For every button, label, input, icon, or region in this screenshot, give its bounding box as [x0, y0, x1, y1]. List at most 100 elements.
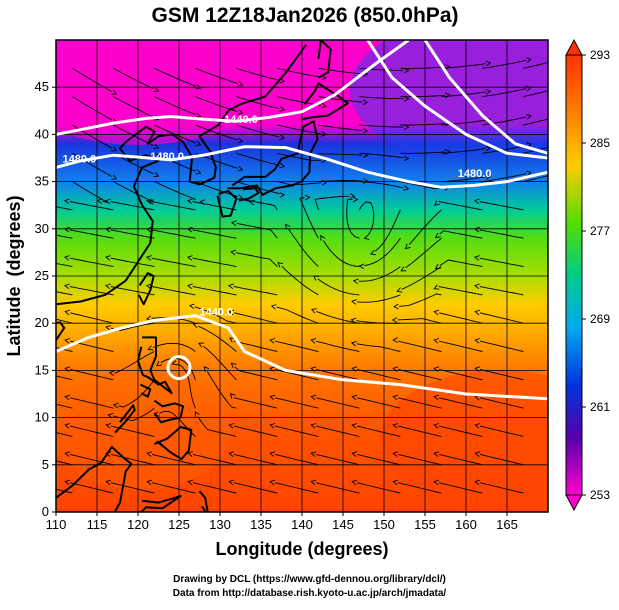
streamline: [110, 229, 155, 239]
streamline: [113, 124, 155, 147]
streamline: [277, 181, 322, 186]
streamline: [192, 482, 237, 494]
streamline: [323, 240, 360, 268]
streamline-arrowhead: [351, 423, 358, 429]
coastlines: [56, 40, 349, 512]
streamline: [151, 286, 196, 296]
streamline-arrowhead: [186, 255, 193, 261]
streamline: [479, 340, 524, 352]
streamline-arrowhead: [187, 451, 194, 457]
y-axis-ticks: 0 5 10 15 20 25 30 35 40 45: [35, 79, 56, 519]
streamline-arrowhead: [147, 345, 154, 351]
streamline: [359, 96, 404, 100]
coast-visayas: [153, 399, 185, 424]
streamline: [315, 340, 360, 352]
streamline-arrowhead: [313, 275, 319, 281]
streamline: [438, 397, 483, 409]
coast-east-asia: [56, 44, 307, 306]
streamline-arrowhead: [229, 393, 236, 399]
streamline: [69, 286, 114, 296]
streamline: [274, 453, 319, 466]
streamline-arrowhead: [63, 198, 70, 205]
streamline: [316, 310, 360, 324]
contour-upper-east-2: [366, 40, 548, 160]
streamline-arrowhead: [104, 283, 111, 290]
x-tick-label: 150: [373, 517, 395, 532]
streamline: [233, 340, 278, 352]
streamline: [397, 368, 442, 381]
warm-pool-west: [56, 370, 230, 490]
streamline: [441, 63, 486, 69]
x-tick-label: 130: [209, 517, 231, 532]
coast-honshu: [227, 120, 319, 196]
streamline-arrowhead: [269, 366, 276, 372]
streamline: [56, 432, 73, 437]
streamline-arrowhead: [349, 193, 356, 199]
streamline-arrowhead: [228, 309, 235, 316]
streamline-arrowhead: [198, 342, 205, 348]
streamline: [359, 201, 375, 236]
streamline-arrowhead: [64, 394, 71, 401]
streamline: [154, 67, 196, 87]
colorbar-tick-label: 253: [590, 488, 610, 502]
streamline-arrowhead: [269, 338, 276, 344]
streamline: [192, 286, 237, 296]
streamline-arrowhead: [104, 255, 111, 261]
streamline: [397, 453, 442, 466]
streamline-arrowhead: [474, 479, 481, 486]
streamline: [192, 229, 237, 239]
y-tick-label: 25: [35, 268, 49, 283]
streamline: [236, 181, 280, 195]
streamline: [113, 181, 155, 203]
streamline-arrowhead: [310, 308, 317, 314]
coast-mindoro: [140, 383, 152, 398]
streamline-arrowhead: [145, 255, 152, 261]
streamline: [356, 482, 401, 494]
streamline: [400, 123, 445, 126]
streamline: [236, 222, 278, 239]
streamline-arrowhead: [229, 337, 235, 343]
streamline: [438, 482, 483, 494]
streamline: [356, 397, 401, 409]
streamline-arrowhead: [352, 196, 359, 203]
streamline-arrowhead: [433, 394, 440, 401]
streamline-arrowhead: [192, 322, 199, 329]
streamline-arrowhead: [171, 360, 178, 366]
streamline-arrowhead: [279, 106, 286, 112]
streamline-arrowhead: [269, 423, 276, 429]
streamline: [233, 312, 278, 324]
streamline-arrowhead: [310, 394, 317, 401]
streamline-arrowhead: [230, 249, 236, 256]
streamline: [69, 229, 114, 239]
streamline-arrowhead: [270, 304, 277, 310]
streamline: [314, 195, 350, 211]
y-tick-label: 0: [42, 504, 49, 519]
streamline-arrowhead: [188, 303, 195, 310]
streamline: [318, 179, 363, 183]
contour-southwest: [56, 326, 123, 353]
streamline: [151, 257, 196, 268]
streamline: [151, 453, 196, 466]
streamline-arrowhead: [228, 451, 235, 457]
streamline-arrowhead: [104, 198, 111, 205]
colorbar-body: [565, 54, 583, 496]
streamline-arrowhead: [195, 140, 202, 147]
contour-mid-arc: [56, 145, 548, 189]
streamline: [198, 325, 237, 352]
streamline-arrowhead: [351, 299, 357, 305]
streamline-arrowhead: [199, 199, 206, 205]
streamline-arrowhead: [24, 256, 29, 261]
streamline-arrowhead: [146, 479, 153, 486]
streamline-arrowhead: [237, 81, 244, 87]
x-tick-label: 125: [168, 517, 190, 532]
coast-luzon: [137, 336, 173, 395]
streamline: [438, 368, 483, 381]
streamline-arrowhead: [195, 84, 202, 90]
x-tick-label: 155: [414, 517, 436, 532]
streamline-arrowhead: [107, 412, 114, 419]
streamline: [245, 199, 278, 211]
contour-southern-gyre: [121, 314, 548, 401]
streamline: [398, 293, 442, 307]
streamline: [397, 482, 442, 494]
streamline-arrowhead: [237, 166, 244, 172]
